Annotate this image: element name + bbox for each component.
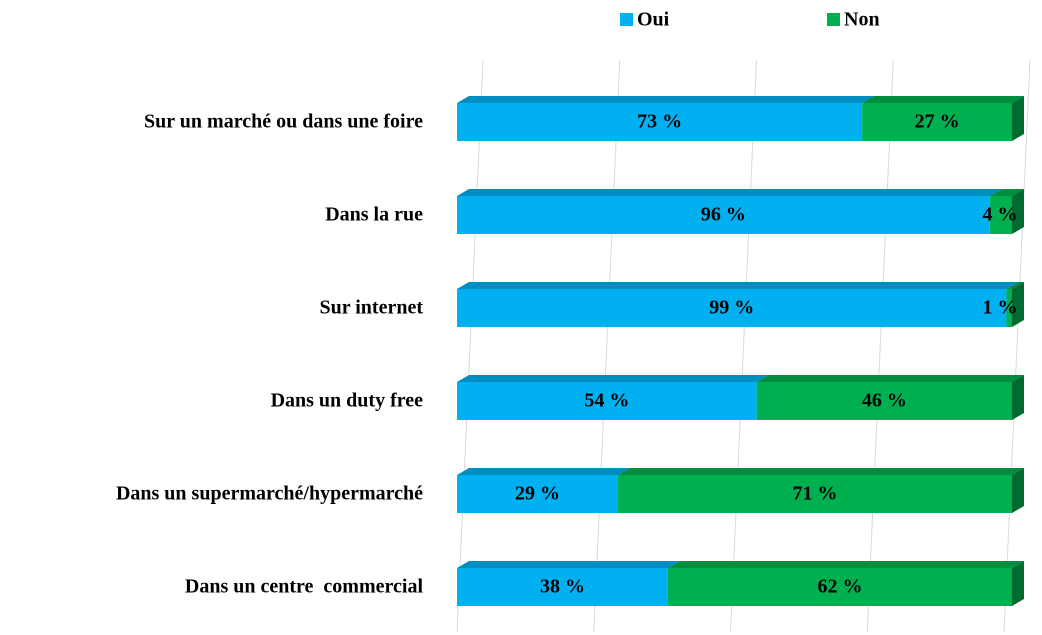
bar-top (617, 468, 1024, 475)
legend-swatch (827, 13, 840, 26)
data-label: 1 % (983, 297, 1018, 319)
legend-label: Oui (637, 9, 670, 31)
bar-side (1012, 189, 1024, 234)
data-label: 73 % (637, 111, 682, 133)
legend-label: Non (844, 9, 880, 31)
bar (756, 382, 1012, 420)
bar-top (457, 96, 875, 103)
bar (617, 475, 1012, 513)
bar-side (1012, 282, 1024, 327)
bar (667, 568, 1012, 606)
data-label: 4 % (983, 204, 1018, 226)
bar-side (1012, 561, 1024, 606)
grid-line (730, 59, 757, 633)
data-label: 96 % (701, 204, 746, 226)
bar-side (1012, 96, 1024, 141)
y-tick-label: Dans un supermarché/hypermarché (116, 483, 423, 505)
bar (862, 103, 1012, 141)
bar-top (756, 375, 1024, 382)
bar (1006, 289, 1012, 327)
data-label: 27 % (915, 111, 960, 133)
data-label: 54 % (584, 390, 629, 412)
bar (457, 382, 757, 420)
bar (457, 289, 1007, 327)
bar-top (457, 189, 1002, 196)
y-tick-label: Dans un centre commercial (185, 576, 424, 598)
bar-top (989, 189, 1024, 196)
grid-line (456, 59, 484, 633)
bar-top (667, 561, 1024, 568)
y-tick-label: Sur un marché ou dans une foire (144, 111, 423, 133)
data-label: 46 % (862, 390, 907, 412)
bar-top (457, 561, 680, 568)
data-label: 99 % (709, 297, 754, 319)
bar-top (862, 96, 1024, 103)
bar-top (457, 375, 769, 382)
bar-top (457, 468, 630, 475)
y-tick-label: Dans la rue (325, 204, 423, 226)
bar (457, 475, 618, 513)
grid-line (1003, 59, 1031, 633)
legend-swatch (620, 13, 633, 26)
bar-top (457, 282, 1019, 289)
grid-line (593, 59, 621, 633)
bar-side (1012, 375, 1024, 420)
grid-line (866, 59, 894, 633)
data-label: 29 % (515, 483, 560, 505)
bar (457, 103, 863, 141)
y-tick-label: Sur internet (319, 297, 423, 319)
bar-top (1006, 282, 1024, 289)
bar-side (1012, 468, 1024, 513)
data-label: 38 % (540, 576, 585, 598)
data-label: 62 % (817, 576, 862, 598)
y-tick-label: Dans un duty free (271, 390, 424, 412)
bar (457, 568, 668, 606)
bar (989, 196, 1012, 234)
data-label: 71 % (792, 483, 837, 505)
bar (457, 196, 990, 234)
